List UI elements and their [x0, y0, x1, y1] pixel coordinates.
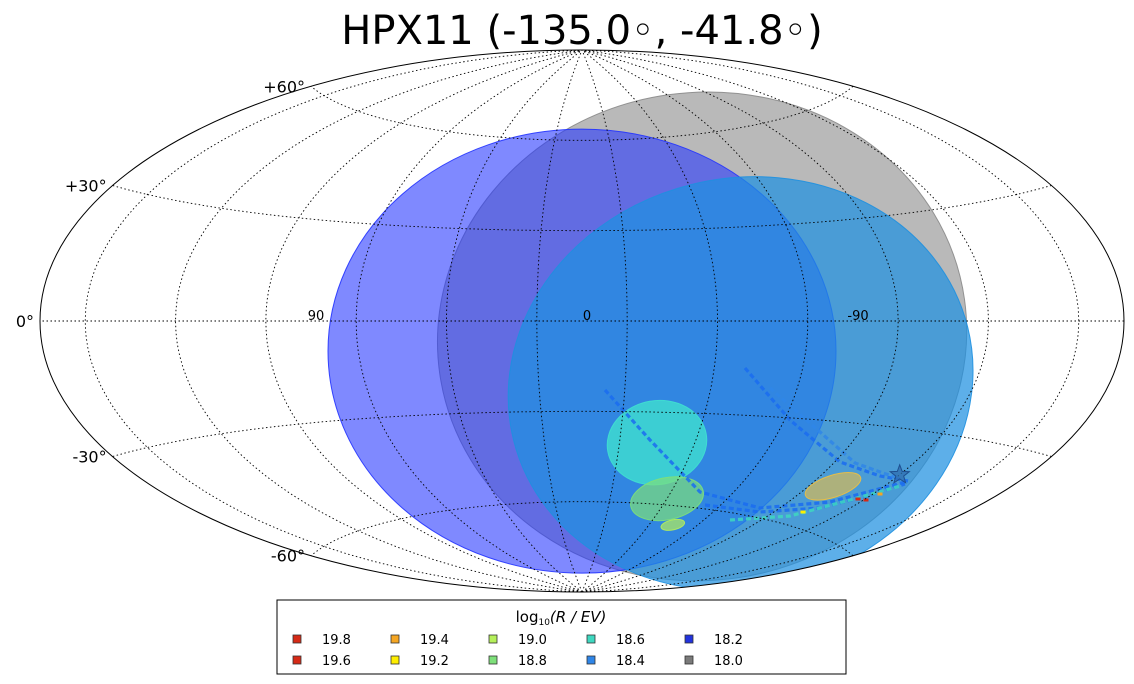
legend-label: 18.4	[616, 654, 645, 669]
legend: log10(R / EV) 19.8 19.6 19.4 19.2 19.0 18.8 18…	[276, 599, 847, 675]
legend-entry: 18.2	[684, 633, 743, 648]
lon-label: -90	[847, 309, 868, 324]
meridian-line	[581, 50, 1080, 592]
legend-label: 18.2	[714, 633, 743, 648]
chart-title: HPX11 (-135.0◦, -41.8◦)	[341, 8, 822, 54]
meridian-line	[446, 50, 583, 592]
meridian-line	[175, 50, 583, 592]
meridian-line	[581, 50, 718, 592]
meridian-line	[265, 50, 583, 592]
lat-label: +30°	[65, 177, 107, 196]
longitude-labels: 90 0 -90	[308, 309, 869, 324]
legend-swatch	[292, 634, 302, 644]
track-marker	[800, 510, 806, 514]
legend-label: 19.4	[420, 633, 449, 648]
legend-entry: 18.8	[488, 654, 547, 669]
parallel-line	[310, 85, 854, 141]
latitude-labels: +60° +30° 0° -30° -60°	[16, 77, 305, 565]
legend-swatch	[488, 655, 498, 665]
legend-entry: 19.2	[390, 654, 449, 669]
legend-swatch	[586, 634, 596, 644]
sky-boundary	[39, 49, 1125, 593]
legend-label: 19.2	[420, 654, 449, 669]
graticule-grid	[40, 50, 1124, 592]
legend-swatch	[586, 655, 596, 665]
track-marker	[855, 497, 861, 501]
lon-label: 0	[583, 309, 591, 324]
legend-entry: 19.4	[390, 633, 449, 648]
legend-label: 19.8	[322, 633, 351, 648]
legend-swatch	[488, 634, 498, 644]
legend-entry: 18.0	[684, 654, 743, 669]
legend-entry: 18.6	[586, 633, 645, 648]
region-18-8	[630, 476, 704, 522]
meridian-line	[581, 50, 628, 592]
track-line	[768, 386, 901, 481]
legend-swatch	[684, 634, 694, 644]
meridian-line	[581, 50, 899, 592]
parallel-line	[112, 410, 1052, 457]
lon-label: 90	[308, 309, 325, 324]
legend-swatch	[390, 634, 400, 644]
deflection-tracks	[603, 366, 909, 522]
legend-swatch	[684, 655, 694, 665]
lat-label: 0°	[16, 312, 34, 331]
legend-label: 19.0	[518, 633, 547, 648]
meridian-line	[536, 50, 583, 592]
legend-label: 18.6	[616, 633, 645, 648]
lat-label: -60°	[271, 547, 305, 566]
legend-swatch	[292, 655, 302, 665]
track-line	[729, 484, 901, 522]
meridian-line	[581, 50, 809, 592]
track-line	[603, 388, 906, 510]
lat-label: -30°	[72, 448, 106, 467]
legend-swatch	[390, 655, 400, 665]
legend-label: 19.6	[322, 654, 351, 669]
legend-title: log10(R / EV)	[516, 608, 607, 628]
meridian-line	[581, 50, 989, 592]
legend-entry: 18.4	[586, 654, 645, 669]
legend-label: 18.0	[714, 654, 743, 669]
legend-frame	[276, 599, 847, 675]
meridian-line	[84, 50, 583, 592]
track-line	[743, 366, 909, 483]
track-marker	[877, 492, 883, 496]
legend-entries: 19.8 19.6 19.4 19.2 19.0 18.8 18.6 18.4 18.2 18.0	[292, 633, 743, 669]
legend-entry: 19.6	[292, 654, 351, 669]
meridian-line	[355, 50, 583, 592]
legend-label: 18.8	[518, 654, 547, 669]
track-marker	[863, 498, 869, 502]
parallel-line	[112, 185, 1052, 232]
parallel-line	[310, 501, 854, 557]
legend-entry: 19.8	[292, 633, 351, 648]
probability-regions	[327, 91, 974, 591]
target-star-shape	[888, 463, 911, 484]
lat-label: +60°	[263, 77, 305, 96]
region-19-4	[804, 472, 862, 501]
target-star-icon	[888, 463, 911, 484]
legend-entry: 19.0	[488, 633, 547, 648]
region-19-0	[660, 518, 686, 531]
